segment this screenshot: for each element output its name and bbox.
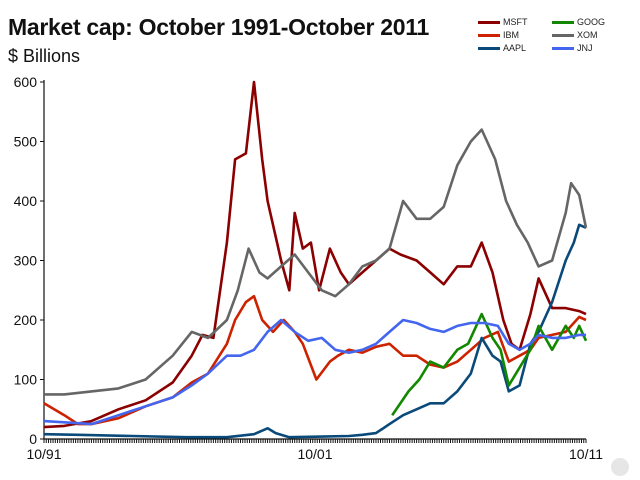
x-tick-label: 10/01: [297, 446, 332, 462]
chart-title: Market cap: October 1991-October 2011: [8, 14, 429, 40]
legend-item-jnj: JNJ: [552, 42, 593, 54]
series-line-jnj: [43, 318, 586, 426]
legend-item-goog: GOOG: [552, 16, 605, 28]
series-line-goog: [391, 312, 588, 416]
legend-label: IBM: [503, 30, 520, 40]
legend-label: GOOG: [577, 17, 606, 27]
y-tick-label: 100: [14, 372, 38, 388]
legend-item-aapl: AAPL: [478, 42, 526, 54]
legend-label: JNJ: [577, 43, 593, 53]
legend-label: AAPL: [503, 43, 527, 53]
ars-logo: [611, 458, 629, 476]
y-tick-label: 400: [14, 193, 38, 209]
y-tick-label: 200: [14, 312, 38, 328]
legend-item-ibm: IBM: [478, 29, 519, 41]
legend-swatch: [478, 33, 500, 37]
legend-label: XOM: [577, 30, 598, 40]
series-line-ibm: [43, 294, 587, 426]
y-tick-label: 600: [14, 74, 38, 90]
chart-subtitle: $ Billions: [8, 46, 81, 66]
x-tick-label: 10/11: [569, 446, 603, 462]
legend-item-msft: MSFT: [478, 16, 528, 28]
y-tick-label: 500: [14, 134, 38, 150]
y-tick-label: 0: [29, 431, 37, 447]
x-tick-label: 10/91: [26, 446, 61, 462]
legend-swatch: [552, 46, 574, 50]
legend-swatch: [478, 20, 500, 24]
y-tick-label: 300: [14, 253, 38, 269]
legend-item-xom: XOM: [552, 29, 598, 41]
series-line-xom: [44, 128, 588, 396]
legend-swatch: [552, 20, 574, 24]
legend-label: MSFT: [503, 17, 528, 27]
series-line-aapl: [43, 223, 587, 439]
x-minor-ticks: [43, 439, 587, 443]
legend-swatch: [552, 33, 574, 37]
legend-swatch: [478, 46, 500, 50]
